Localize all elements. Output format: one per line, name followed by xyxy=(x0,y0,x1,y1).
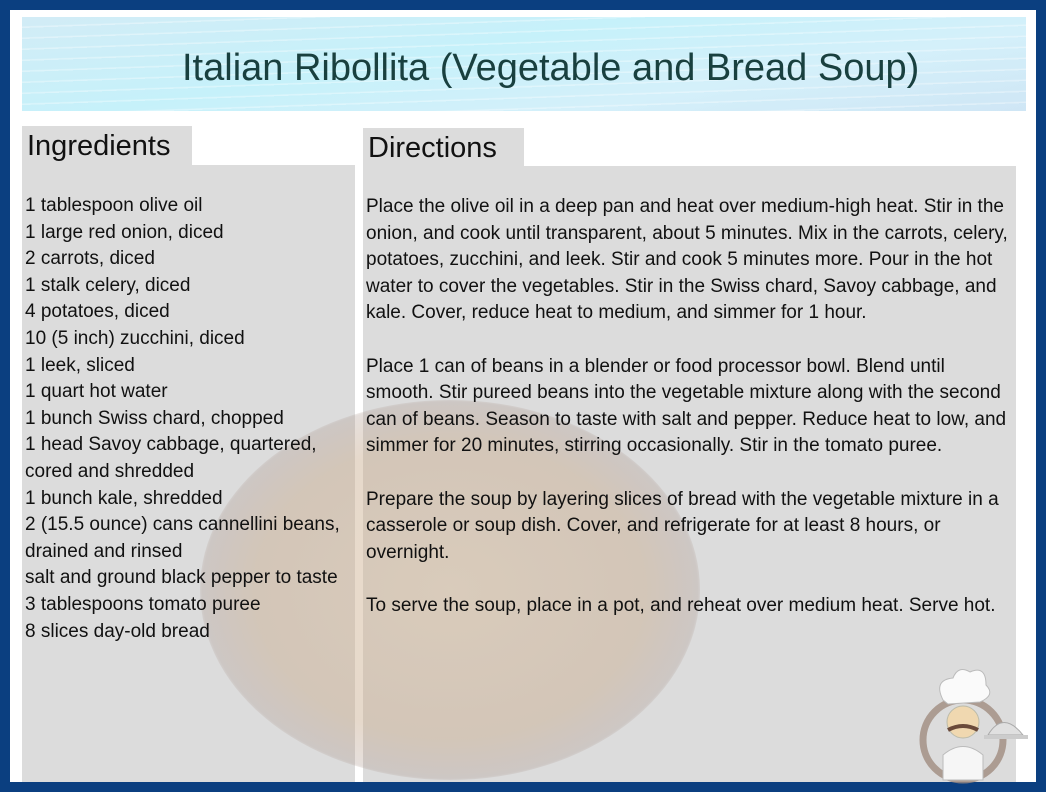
directions-heading: Directions xyxy=(363,128,524,166)
directions-text: Place the olive oil in a deep pan and he… xyxy=(366,194,1016,646)
list-item: 1 leek, sliced xyxy=(25,354,135,376)
list-item: 1 tablespoon olive oil xyxy=(25,195,203,216)
list-item: 1 head Savoy cabbage, quartered, cored a… xyxy=(25,434,317,482)
page-title: Italian Ribollita (Vegetable and Bread S… xyxy=(182,47,920,89)
list-item: 1 large red onion, diced xyxy=(25,221,224,243)
list-item: 10 (5 inch) zucchini, diced xyxy=(25,327,245,349)
list-item: 2 (15.5 ounce) cans cannellini beans, dr… xyxy=(25,514,340,562)
direction-paragraph: Place the olive oil in a deep pan and he… xyxy=(366,196,1008,324)
chef-icon xyxy=(919,669,1028,784)
list-item: 1 bunch kale, shredded xyxy=(25,487,223,509)
list-item: 1 bunch Swiss chard, chopped xyxy=(25,407,284,429)
ingredients-heading: Ingredients xyxy=(22,126,192,165)
list-item: 4 potatoes, diced xyxy=(25,301,170,323)
list-item: 3 tablespoons tomato puree xyxy=(25,593,261,615)
direction-paragraph: To serve the soup, place in a pot, and r… xyxy=(366,594,996,616)
list-item: 2 carrots, diced xyxy=(25,248,155,270)
recipe-slide: Italian Ribollita (Vegetable and Bread S… xyxy=(10,10,1036,784)
ingredients-list: 1 tablespoon olive oil 1 large red onion… xyxy=(25,193,360,645)
list-item: 8 slices day-old bread xyxy=(25,620,210,642)
list-item: 1 stalk celery, diced xyxy=(25,274,191,296)
direction-paragraph: Place 1 can of beans in a blender or foo… xyxy=(366,355,1007,457)
title-banner: Italian Ribollita (Vegetable and Bread S… xyxy=(22,17,1026,111)
direction-paragraph: Prepare the soup by layering slices of b… xyxy=(366,488,999,563)
list-item: 1 quart hot water xyxy=(25,381,168,403)
list-item: salt and ground black pepper to taste xyxy=(25,567,338,589)
bean-soup-bowl-image xyxy=(200,400,700,780)
